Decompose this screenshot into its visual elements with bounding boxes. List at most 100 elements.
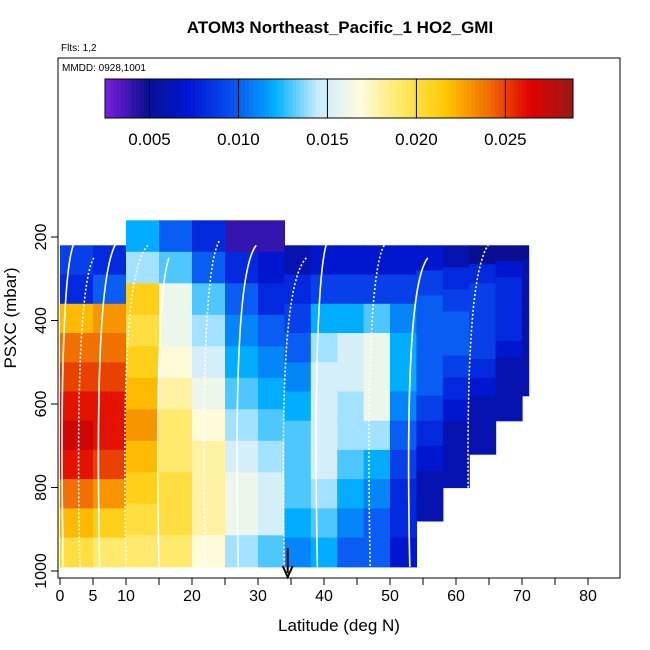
y-tick-label: 200	[33, 224, 50, 251]
colorbar-segment	[136, 79, 141, 118]
x-tick-label: 80	[579, 588, 597, 605]
heatmap-cell	[60, 479, 94, 509]
heatmap-cell	[337, 479, 365, 509]
colorbar-segment	[487, 79, 492, 118]
heatmap-cell	[495, 372, 523, 390]
heatmap-cell	[522, 272, 530, 287]
heatmap-cell	[469, 264, 497, 284]
heatmap-cell	[310, 333, 338, 363]
heatmap-cell	[310, 303, 338, 334]
heatmap-cell	[258, 346, 285, 379]
colorbar-segment	[510, 79, 515, 118]
heatmap-cell	[337, 420, 365, 451]
heatmap-cell	[469, 321, 497, 341]
heatmap	[60, 220, 530, 568]
heatmap-cell	[310, 449, 338, 480]
colorbar-segment	[179, 79, 184, 118]
colorbar-segment	[194, 79, 200, 118]
heatmap-cell	[390, 508, 417, 539]
heatmap-cell	[363, 391, 391, 422]
heatmap-cell	[225, 472, 259, 505]
heatmap-cell	[416, 470, 444, 497]
heatmap-cell	[442, 377, 470, 400]
colorbar-segment	[409, 79, 414, 118]
heatmap-cell	[522, 245, 530, 260]
colorbar-segment	[405, 79, 410, 118]
heatmap-cell	[416, 495, 444, 522]
heatmap-cell	[495, 293, 523, 310]
colorbar-segment	[112, 79, 118, 118]
colorbar-tick-label: 0.005	[128, 130, 171, 149]
heatmap-cell	[442, 465, 470, 489]
heatmap-cell	[522, 300, 530, 315]
colorbar-segment	[491, 79, 496, 118]
colorbar-segment	[514, 79, 519, 118]
heatmap-cell	[522, 313, 530, 328]
colorbar-segment	[323, 79, 328, 118]
heatmap-cell	[225, 377, 259, 410]
colorbar-segment	[198, 79, 203, 118]
colorbar-frame	[104, 78, 574, 119]
heatmap-cell	[159, 283, 193, 316]
heatmap-cell	[337, 537, 365, 568]
heatmap-cell	[310, 362, 338, 393]
colorbar-segment	[381, 79, 387, 118]
colorbar-segment	[428, 79, 434, 118]
heatmap-cell	[310, 420, 338, 451]
heatmap-cell	[159, 409, 193, 442]
heatmap-cell	[159, 440, 193, 473]
heatmap-cell	[363, 245, 391, 276]
colorbar-segment	[339, 79, 344, 118]
heatmap-cell	[225, 251, 259, 284]
heatmap-cell	[390, 391, 417, 422]
heatmap-cell	[310, 479, 338, 509]
colorbar-segment	[303, 79, 309, 118]
colorbar-segment	[120, 79, 125, 118]
colorbar-segment	[124, 79, 129, 118]
heatmap-cell	[337, 245, 365, 276]
flight-profile-line	[236, 244, 257, 567]
heatmap-cell	[495, 341, 523, 358]
colorbar-segment	[186, 79, 192, 118]
heatmap-cell	[469, 359, 497, 379]
heatmap-cell	[126, 251, 160, 284]
heatmap-cell	[416, 345, 444, 372]
heatmap-cell	[442, 399, 470, 422]
heatmap-cell	[192, 440, 226, 473]
heatmap-cell	[442, 311, 470, 334]
heatmap-cell	[258, 409, 285, 442]
colorbar-segment	[272, 79, 278, 118]
heatmap-cell	[258, 440, 285, 473]
colorbar-segment	[565, 79, 570, 118]
heatmap-cell	[192, 346, 226, 379]
heatmap-cell	[522, 341, 530, 356]
colorbar-segment	[530, 79, 535, 118]
heatmap-cell	[495, 245, 523, 262]
colorbar-segment	[471, 79, 476, 118]
colorbar-segment	[354, 79, 359, 118]
y-tick-label: 800	[33, 474, 50, 501]
flight-profile-line	[61, 245, 75, 567]
heatmap-cell	[363, 537, 391, 568]
heatmap-cell	[159, 220, 193, 253]
heatmap-cell	[310, 508, 338, 539]
heatmap-cell	[495, 277, 523, 294]
heatmap-cell	[258, 220, 285, 253]
heatmap-cell	[337, 391, 365, 422]
heatmap-cell	[258, 472, 285, 505]
colorbar-segment	[300, 79, 305, 118]
heatmap-cell	[469, 397, 497, 417]
colorbar-segment	[436, 79, 441, 118]
heatmap-cell	[522, 259, 530, 274]
heatmap-cell	[126, 314, 160, 347]
heatmap-cell	[192, 377, 226, 410]
colorbar-segment	[432, 79, 437, 118]
heatmap-cell	[310, 274, 338, 305]
colorbar-segment	[276, 79, 281, 118]
heatmap-cell	[416, 320, 444, 347]
colorbar-tick-label: 0.025	[484, 130, 527, 149]
heatmap-cell	[126, 535, 160, 568]
heatmap-cell	[495, 261, 523, 278]
colorbar-segment	[253, 79, 258, 118]
x-axis-ticks: 0 5 10 20 30 40 50 60 70 80	[56, 578, 597, 605]
